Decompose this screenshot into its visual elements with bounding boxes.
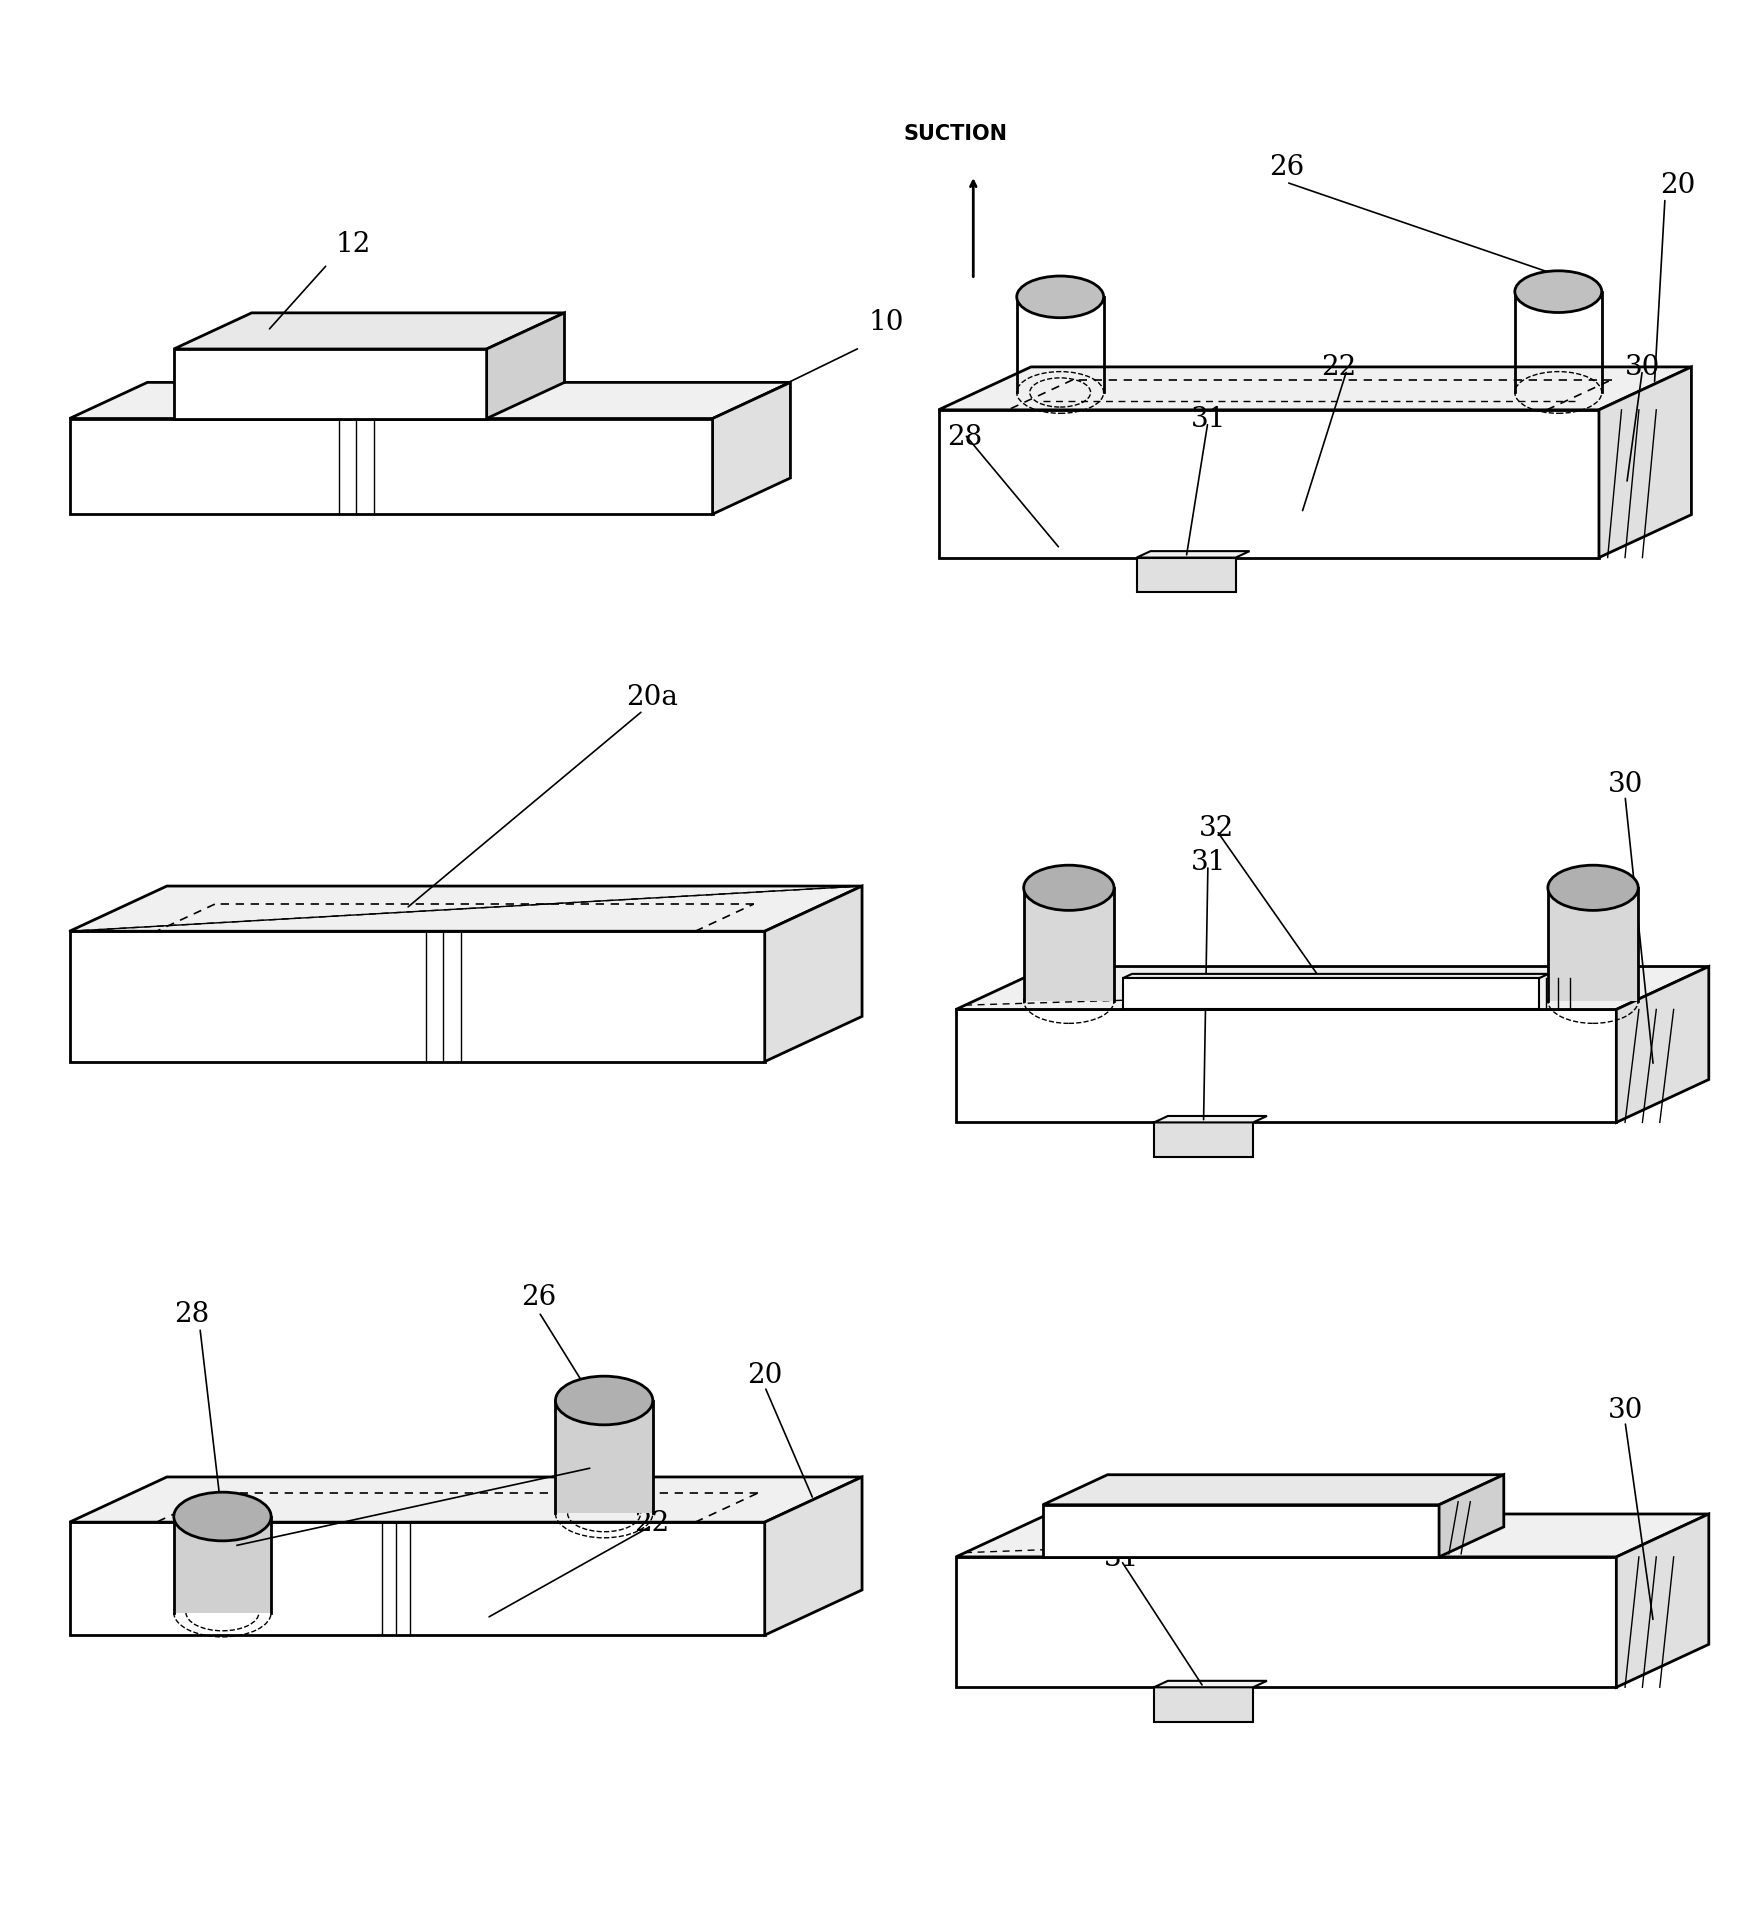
Polygon shape [1154, 1122, 1253, 1157]
Polygon shape [1154, 1681, 1267, 1687]
Polygon shape [956, 966, 1708, 1009]
Ellipse shape [1024, 866, 1114, 910]
Polygon shape [939, 410, 1599, 558]
Text: 31: 31 [1191, 850, 1225, 877]
Polygon shape [1154, 1117, 1267, 1122]
Polygon shape [1439, 1474, 1503, 1557]
Ellipse shape [556, 1376, 653, 1424]
Polygon shape [70, 419, 713, 514]
Text: 22: 22 [634, 1509, 669, 1536]
Text: 20: 20 [1660, 172, 1695, 199]
Polygon shape [1043, 1474, 1503, 1505]
Polygon shape [1549, 889, 1639, 1001]
Polygon shape [713, 383, 791, 514]
Text: 30: 30 [1608, 1397, 1642, 1424]
Ellipse shape [1549, 866, 1639, 910]
Text: 26: 26 [1269, 155, 1304, 182]
Polygon shape [1599, 367, 1691, 558]
Text: 22: 22 [1321, 354, 1356, 381]
Polygon shape [70, 1476, 862, 1522]
Ellipse shape [1516, 270, 1602, 313]
Polygon shape [956, 1009, 1616, 1122]
Polygon shape [487, 313, 565, 419]
Polygon shape [556, 1401, 653, 1513]
Text: 30: 30 [1608, 771, 1642, 798]
Polygon shape [70, 1522, 765, 1634]
Polygon shape [1616, 966, 1708, 1122]
Text: 20: 20 [747, 1362, 782, 1389]
Polygon shape [1137, 558, 1236, 593]
Polygon shape [765, 1476, 862, 1634]
Polygon shape [939, 367, 1691, 410]
Text: SUCTION: SUCTION [904, 124, 1008, 145]
Ellipse shape [174, 1492, 271, 1542]
Text: 26: 26 [521, 1285, 556, 1312]
Text: 20a: 20a [626, 684, 678, 711]
Polygon shape [70, 887, 862, 931]
Text: 31: 31 [1104, 1544, 1138, 1571]
Polygon shape [174, 1517, 271, 1613]
Polygon shape [70, 931, 765, 1061]
Polygon shape [1123, 974, 1549, 978]
Text: 31: 31 [1191, 406, 1225, 433]
Text: 10: 10 [869, 309, 904, 336]
Polygon shape [70, 383, 791, 419]
Text: 32: 32 [1191, 1509, 1225, 1536]
Polygon shape [1154, 1687, 1253, 1721]
Polygon shape [174, 313, 565, 350]
Ellipse shape [1017, 276, 1104, 317]
Polygon shape [1123, 978, 1540, 1009]
Text: 30: 30 [1625, 354, 1660, 381]
Polygon shape [1043, 1505, 1439, 1557]
Polygon shape [1137, 551, 1250, 558]
Polygon shape [1616, 1515, 1708, 1687]
Polygon shape [956, 1557, 1616, 1687]
Polygon shape [956, 1515, 1708, 1557]
Text: 12: 12 [335, 232, 372, 259]
Text: 32: 32 [1199, 815, 1234, 842]
Polygon shape [1024, 889, 1114, 1001]
Polygon shape [174, 350, 487, 419]
Text: 28: 28 [174, 1302, 209, 1329]
Polygon shape [765, 887, 862, 1061]
Text: 28: 28 [947, 423, 982, 450]
